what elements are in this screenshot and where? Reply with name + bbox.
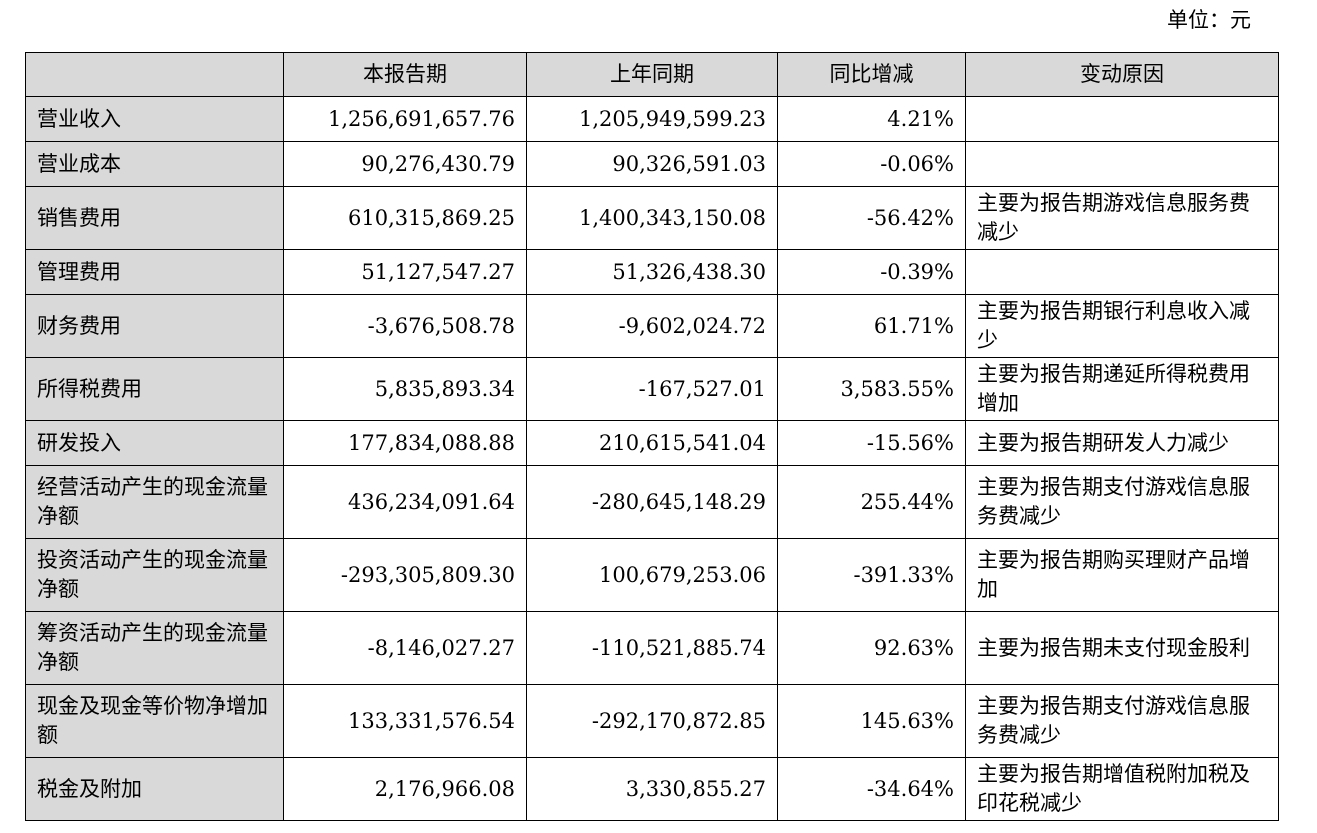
yoy-change: 92.63% <box>777 611 966 685</box>
item-label: 经营活动产生的现金流量净额 <box>25 465 284 539</box>
yoy-change: 4.21% <box>777 96 966 142</box>
table-row: 现金及现金等价物净增加额 133,331,576.54 -292,170,872… <box>25 684 1279 758</box>
table-row: 研发投入 177,834,088.88 210,615,541.04 -15.5… <box>25 420 1279 466</box>
header-prior-period: 上年同期 <box>526 52 778 97</box>
current-value: 133,331,576.54 <box>283 684 527 758</box>
financial-table: 本报告期 上年同期 同比增减 变动原因 营业收入 1,256,691,657.7… <box>25 52 1279 821</box>
header-current-period: 本报告期 <box>283 52 527 97</box>
item-label: 财务费用 <box>25 294 284 358</box>
header-yoy-change: 同比增减 <box>777 52 966 97</box>
header-change-reason: 变动原因 <box>965 52 1279 97</box>
prior-value: 210,615,541.04 <box>526 420 778 466</box>
header-item <box>25 52 284 97</box>
item-label: 管理费用 <box>25 249 284 295</box>
item-label: 税金及附加 <box>25 757 284 821</box>
table-row: 投资活动产生的现金流量净额 -293,305,809.30 100,679,25… <box>25 538 1279 612</box>
change-reason: 主要为报告期游戏信息服务费减少 <box>965 186 1279 250</box>
yoy-change: -56.42% <box>777 186 966 250</box>
current-value: -8,146,027.27 <box>283 611 527 685</box>
yoy-change: 255.44% <box>777 465 966 539</box>
change-reason: 主要为报告期递延所得税费用增加 <box>965 357 1279 421</box>
change-reason: 主要为报告期未支付现金股利 <box>965 611 1279 685</box>
item-label: 现金及现金等价物净增加额 <box>25 684 284 758</box>
yoy-change: 145.63% <box>777 684 966 758</box>
prior-value: 51,326,438.30 <box>526 249 778 295</box>
item-label: 销售费用 <box>25 186 284 250</box>
yoy-change: -34.64% <box>777 757 966 821</box>
change-reason: 主要为报告期研发人力减少 <box>965 420 1279 466</box>
yoy-change: 3,583.55% <box>777 357 966 421</box>
change-reason: 主要为报告期支付游戏信息服务费减少 <box>965 684 1279 758</box>
change-reason <box>965 141 1279 187</box>
item-label: 研发投入 <box>25 420 284 466</box>
prior-value: 90,326,591.03 <box>526 141 778 187</box>
prior-value: 1,400,343,150.08 <box>526 186 778 250</box>
prior-value: 3,330,855.27 <box>526 757 778 821</box>
prior-value: 100,679,253.06 <box>526 538 778 612</box>
prior-value: -292,170,872.85 <box>526 684 778 758</box>
table-row: 营业成本 90,276,430.79 90,326,591.03 -0.06% <box>25 141 1279 187</box>
table-row: 财务费用 -3,676,508.78 -9,602,024.72 61.71% … <box>25 294 1279 358</box>
table-row: 筹资活动产生的现金流量净额 -8,146,027.27 -110,521,885… <box>25 611 1279 685</box>
change-reason <box>965 96 1279 142</box>
current-value: 90,276,430.79 <box>283 141 527 187</box>
yoy-change: -391.33% <box>777 538 966 612</box>
prior-value: -167,527.01 <box>526 357 778 421</box>
table-header: 本报告期 上年同期 同比增减 变动原因 <box>25 52 1279 97</box>
item-label: 营业成本 <box>25 141 284 187</box>
table-row: 营业收入 1,256,691,657.76 1,205,949,599.23 4… <box>25 96 1279 142</box>
current-value: 5,835,893.34 <box>283 357 527 421</box>
current-value: 51,127,547.27 <box>283 249 527 295</box>
item-label: 所得税费用 <box>25 357 284 421</box>
change-reason: 主要为报告期增值税附加税及印花税减少 <box>965 757 1279 821</box>
prior-value: -9,602,024.72 <box>526 294 778 358</box>
yoy-change: -0.39% <box>777 249 966 295</box>
current-value: 2,176,966.08 <box>283 757 527 821</box>
yoy-change: 61.71% <box>777 294 966 358</box>
table-row: 经营活动产生的现金流量净额 436,234,091.64 -280,645,14… <box>25 465 1279 539</box>
current-value: 1,256,691,657.76 <box>283 96 527 142</box>
table-row: 税金及附加 2,176,966.08 3,330,855.27 -34.64% … <box>25 757 1279 821</box>
table-row: 销售费用 610,315,869.25 1,400,343,150.08 -56… <box>25 186 1279 250</box>
unit-label: 单位：元 <box>1167 8 1251 32</box>
change-reason: 主要为报告期银行利息收入减少 <box>965 294 1279 358</box>
current-value: 610,315,869.25 <box>283 186 527 250</box>
item-label: 投资活动产生的现金流量净额 <box>25 538 284 612</box>
table-row: 管理费用 51,127,547.27 51,326,438.30 -0.39% <box>25 249 1279 295</box>
change-reason: 主要为报告期支付游戏信息服务费减少 <box>965 465 1279 539</box>
prior-value: -110,521,885.74 <box>526 611 778 685</box>
prior-value: 1,205,949,599.23 <box>526 96 778 142</box>
current-value: -293,305,809.30 <box>283 538 527 612</box>
change-reason <box>965 249 1279 295</box>
change-reason: 主要为报告期购买理财产品增加 <box>965 538 1279 612</box>
item-label: 营业收入 <box>25 96 284 142</box>
current-value: 177,834,088.88 <box>283 420 527 466</box>
item-label: 筹资活动产生的现金流量净额 <box>25 611 284 685</box>
table-body: 营业收入 1,256,691,657.76 1,205,949,599.23 4… <box>25 96 1279 821</box>
current-value: -3,676,508.78 <box>283 294 527 358</box>
table-row: 所得税费用 5,835,893.34 -167,527.01 3,583.55%… <box>25 357 1279 421</box>
yoy-change: -0.06% <box>777 141 966 187</box>
current-value: 436,234,091.64 <box>283 465 527 539</box>
prior-value: -280,645,148.29 <box>526 465 778 539</box>
yoy-change: -15.56% <box>777 420 966 466</box>
header-row: 本报告期 上年同期 同比增减 变动原因 <box>25 52 1279 97</box>
